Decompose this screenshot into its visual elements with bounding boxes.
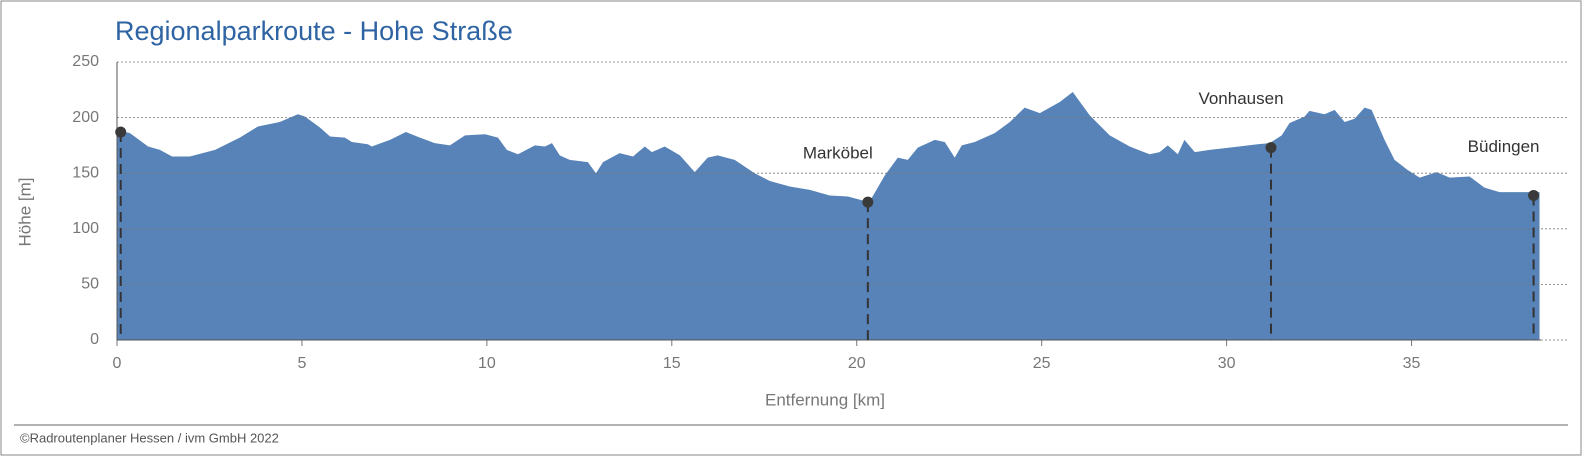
- chart-title: Regionalparkroute - Hohe Straße: [115, 16, 513, 46]
- waypoint-label: Vonhausen: [1198, 89, 1283, 108]
- waypoint-label: Büdingen: [1468, 137, 1540, 156]
- y-tick-label: 200: [72, 109, 99, 126]
- footer: ©Radroutenplaner Hessen / ivm GmbH 2022: [20, 430, 279, 445]
- elevation-area: [117, 92, 1540, 341]
- waypoint: [115, 126, 127, 138]
- x-tick-label: 30: [1218, 355, 1236, 372]
- y-tick-label: 50: [81, 276, 99, 293]
- x-tick-label: 35: [1403, 355, 1421, 372]
- waypoint: [1265, 142, 1277, 154]
- y-axis-label: Höhe [m]: [15, 178, 34, 247]
- waypoint: [1528, 189, 1540, 201]
- x-tick-label: 15: [663, 355, 681, 372]
- y-tick-label: 0: [90, 331, 99, 348]
- y-tick-label: 150: [72, 164, 99, 181]
- x-tick-label: 10: [478, 355, 496, 372]
- x-tick-label: 0: [113, 355, 122, 372]
- waypoint-label: Marköbel: [803, 144, 873, 163]
- y-tick-label: 250: [72, 53, 99, 70]
- waypoint: [862, 196, 874, 208]
- x-tick-label: 25: [1033, 355, 1051, 372]
- y-tick-label: 100: [72, 220, 99, 237]
- x-tick-label: 5: [297, 355, 306, 372]
- x-tick-label: 20: [848, 355, 866, 372]
- x-axis-label: Entfernung [km]: [765, 390, 885, 409]
